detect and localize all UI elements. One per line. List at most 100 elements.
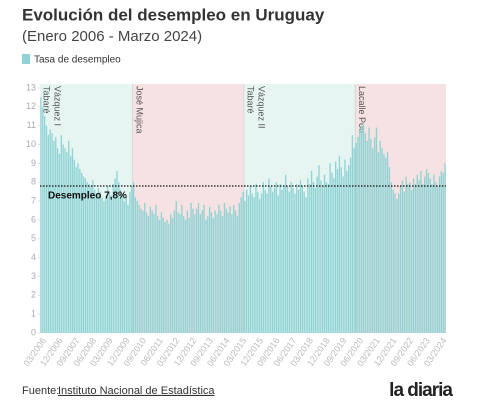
bar — [433, 174, 435, 333]
bar — [271, 191, 274, 333]
y-tick-label: 11 — [27, 120, 36, 130]
bar — [436, 186, 439, 333]
bar — [262, 182, 265, 333]
bar — [88, 184, 90, 333]
bar — [322, 186, 324, 333]
bar — [277, 195, 279, 333]
bar — [73, 159, 75, 333]
chart-title: Evolución del desempleo en Uruguay — [22, 5, 325, 24]
y-tick-label: 7 — [31, 195, 36, 205]
period-background — [132, 84, 244, 333]
bar — [366, 140, 368, 333]
bar — [49, 129, 51, 333]
bar — [360, 125, 363, 333]
bar — [316, 176, 318, 333]
bar — [216, 214, 218, 333]
bar — [418, 180, 420, 333]
bar — [210, 212, 213, 333]
bar — [186, 210, 189, 333]
source-link[interactable]: Instituto Nacional de Estadística — [58, 385, 215, 397]
bar — [279, 184, 281, 333]
bar — [246, 189, 248, 333]
bar — [195, 208, 198, 333]
bar — [229, 206, 231, 333]
bar — [260, 193, 263, 333]
bar — [201, 210, 203, 333]
bar — [420, 170, 422, 333]
bar — [283, 186, 285, 333]
bar — [45, 125, 48, 333]
period-label: José Mujica — [134, 86, 144, 134]
period-label: Vázquez II — [257, 86, 267, 129]
bar — [69, 155, 72, 333]
bar — [342, 176, 344, 333]
bar — [220, 210, 222, 333]
period-label: Lacalle Pou — [357, 86, 367, 133]
bar — [55, 137, 57, 333]
bar — [108, 191, 111, 333]
bar — [242, 191, 244, 333]
legend-label: Tasa de desempleo — [34, 55, 121, 66]
bar — [168, 223, 170, 333]
bar — [64, 148, 66, 333]
bar — [136, 201, 138, 333]
bar — [238, 202, 240, 333]
bar — [405, 176, 407, 333]
bar — [234, 210, 237, 333]
bar — [51, 133, 53, 333]
y-tick-label: 9 — [31, 158, 36, 168]
bar — [188, 218, 190, 333]
bar — [386, 152, 389, 333]
bar — [153, 214, 155, 333]
bar — [62, 144, 64, 333]
bar — [255, 184, 257, 333]
bar — [249, 186, 252, 333]
bar — [82, 176, 85, 333]
bar — [184, 219, 187, 333]
bar — [416, 174, 418, 333]
bar — [284, 174, 287, 333]
legend-swatch — [22, 54, 30, 64]
bar — [327, 184, 329, 333]
bar — [377, 152, 380, 333]
bar — [173, 210, 176, 333]
bar — [329, 163, 331, 333]
bar — [414, 184, 417, 333]
bar — [92, 180, 94, 333]
bar — [86, 182, 88, 333]
bar — [97, 187, 100, 333]
bar — [247, 195, 250, 333]
bar — [236, 216, 239, 333]
bar — [138, 204, 140, 333]
reference-label: Desempleo 7,8% — [48, 191, 127, 202]
y-tick-label: 0 — [31, 327, 36, 337]
bar — [240, 197, 242, 333]
bar — [56, 148, 59, 333]
bar — [132, 182, 135, 333]
bar — [125, 197, 127, 333]
bar — [392, 189, 394, 333]
bar — [105, 199, 107, 333]
bar — [131, 186, 133, 333]
bar — [118, 182, 120, 333]
bar — [145, 212, 148, 333]
bar — [170, 214, 172, 333]
bar — [379, 140, 381, 333]
bar — [183, 216, 185, 333]
bar — [66, 152, 68, 333]
bar — [394, 193, 396, 333]
source-prefix: Fuente: — [22, 385, 59, 397]
bar — [294, 193, 296, 333]
bar — [412, 178, 415, 333]
bar — [286, 186, 289, 333]
bar — [381, 148, 383, 333]
bar — [375, 127, 378, 333]
bar — [257, 191, 259, 333]
bar — [310, 170, 313, 333]
y-tick-label: 13 — [26, 82, 36, 92]
bar — [244, 201, 246, 333]
bar — [114, 178, 116, 333]
bar — [292, 187, 294, 333]
y-tick-label: 12 — [26, 101, 36, 111]
bar — [223, 202, 226, 333]
